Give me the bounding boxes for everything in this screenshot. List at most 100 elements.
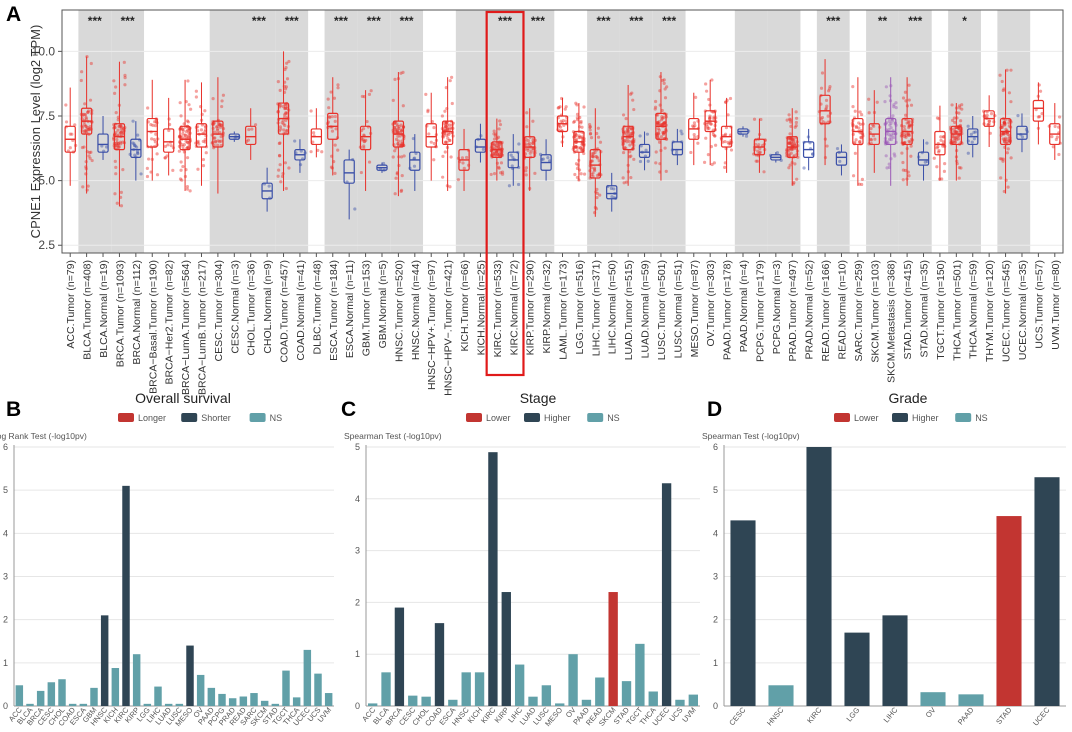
box-iqr <box>819 94 831 125</box>
jitter-point <box>788 132 792 136</box>
jitter-point <box>1001 131 1005 135</box>
jitter-point <box>84 124 88 128</box>
jitter-point <box>284 118 288 123</box>
significance-marker: *** <box>367 14 381 28</box>
jitter-point <box>989 112 994 116</box>
jitter-point <box>692 132 696 137</box>
jitter-point <box>960 103 964 107</box>
jitter-point <box>575 175 580 180</box>
box-ucs-tumor-n-57 <box>1032 82 1045 145</box>
jitter-point <box>100 144 104 148</box>
significance-marker: *** <box>88 14 102 28</box>
bar-brca <box>36 690 45 706</box>
jitter-point <box>1002 87 1006 91</box>
jitter-point <box>450 75 454 79</box>
jitter-point <box>1001 157 1005 161</box>
jitter-point <box>891 132 896 136</box>
jitter-point <box>507 184 512 188</box>
box-laml-tumor-n-173 <box>556 96 569 148</box>
jitter-point <box>625 140 629 144</box>
jitter-point <box>871 134 875 138</box>
jitter-point <box>904 135 908 139</box>
x-tick-label: HNSC.Normal (n=44) <box>410 260 422 360</box>
bar-uvm <box>688 694 698 706</box>
jitter-point <box>186 120 190 124</box>
jitter-point <box>178 101 182 105</box>
jitter-point <box>621 176 625 180</box>
jitter-point <box>907 124 911 128</box>
jitter-point <box>399 143 403 147</box>
jitter-point <box>81 185 85 189</box>
jitter-point <box>309 109 313 113</box>
jitter-point <box>591 151 596 156</box>
x-tick-label: COAD.Tumor (n=457) <box>279 260 291 363</box>
jitter-point <box>443 109 447 113</box>
box-gbm-normal-n-5 <box>376 161 388 173</box>
jitter-point <box>986 123 990 127</box>
jitter-point <box>397 163 401 168</box>
jitter-point <box>283 67 287 72</box>
jitter-point <box>932 156 936 160</box>
jitter-point <box>794 110 798 114</box>
jitter-point <box>1002 123 1007 127</box>
jitter-point <box>791 140 796 144</box>
jitter-point <box>705 123 709 127</box>
significance-marker: *** <box>826 14 840 28</box>
jitter-point <box>84 115 88 119</box>
jitter-point <box>787 141 791 146</box>
jitter-point <box>1007 91 1012 95</box>
jitter-point <box>362 144 366 148</box>
jitter-point <box>85 127 89 131</box>
jitter-point <box>312 131 316 135</box>
jitter-point <box>860 182 864 187</box>
x-tick-label: BRCA−Basal.Tumor (n=190) <box>147 260 159 394</box>
jitter-point <box>988 119 992 123</box>
jitter-point <box>180 127 184 131</box>
jitter-point <box>203 130 207 134</box>
jitter-point <box>907 83 911 87</box>
jitter-point <box>495 150 499 154</box>
jitter-point <box>574 144 578 149</box>
jitter-point <box>889 133 893 137</box>
jitter-point <box>401 104 405 108</box>
jitter-point <box>495 161 500 165</box>
jitter-point <box>998 73 1002 77</box>
jitter-point <box>114 130 118 135</box>
jitter-point <box>531 119 535 123</box>
jitter-point <box>278 141 282 145</box>
jitter-point <box>969 132 973 137</box>
jitter-point <box>655 132 659 136</box>
legend-item-lower: Lower <box>466 413 511 423</box>
jitter-point <box>492 137 497 141</box>
box-iqr <box>606 185 618 200</box>
jitter-point <box>282 122 286 126</box>
x-tick-label: UCEC.Normal (n=35) <box>1017 260 1029 360</box>
jitter-point <box>987 119 991 123</box>
jitter-point <box>445 128 450 132</box>
jitter-point <box>689 150 693 155</box>
jitter-point <box>492 143 496 147</box>
jitter-point <box>83 129 87 133</box>
jitter-point <box>150 137 154 141</box>
jitter-point <box>623 130 628 134</box>
box-blca-tumor-n-408 <box>79 54 94 194</box>
significance-marker: *** <box>629 14 643 28</box>
jitter-point <box>86 125 90 130</box>
jitter-point <box>902 135 907 139</box>
jitter-point <box>594 154 598 159</box>
jitter-point <box>712 161 716 165</box>
jitter-point <box>285 77 290 81</box>
jitter-point <box>580 135 584 139</box>
jitter-point <box>952 116 956 120</box>
jitter-point <box>564 119 568 123</box>
jitter-point <box>492 151 496 155</box>
jitter-point <box>788 118 792 122</box>
jitter-point <box>399 189 403 194</box>
x-tick-label: BLCA.Tumor (n=408) <box>82 260 94 360</box>
jitter-point <box>705 125 710 129</box>
box-prad-tumor-n-497 <box>784 108 800 186</box>
jitter-point <box>792 142 797 146</box>
jitter-point <box>445 140 449 145</box>
x-tick-label: KIRC.Normal (n=72) <box>508 260 520 355</box>
jitter-point <box>953 120 957 125</box>
